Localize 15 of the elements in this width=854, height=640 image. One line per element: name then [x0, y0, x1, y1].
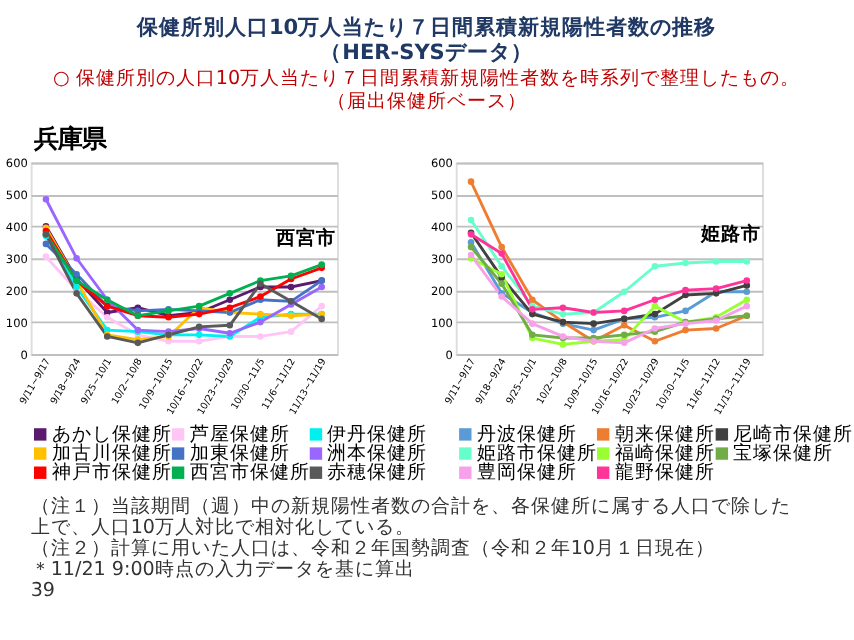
legend-label: 赤穂保健所 [327, 460, 428, 485]
legend-label: 西宮市保健所 [189, 460, 310, 485]
legend-label: 豊岡保健所 [476, 460, 577, 485]
text: ○ 保健所別の人口10万人当たり７日間累積新規陽性者数を時系列で整理したもの。（届出保健所ベース） [53, 66, 801, 113]
text: 39 [30, 580, 55, 603]
text: （注２）計算に用いた人口は、令和２年国勢調査（令和２年10月１日現在） [30, 536, 715, 561]
text: 兵庫県 [32, 123, 109, 154]
annotation: 西宮市 [274, 225, 337, 250]
text: ＊11/21 9:00時点の入力データを基に算出 [30, 557, 415, 582]
text: 保健所別人口10万人当たり７日間累積新規陽性者数の推移（HER-SYSデータ） [134, 14, 717, 66]
annotation: 姫路市 [699, 222, 762, 247]
legend-label: 龍野保健所 [614, 460, 715, 485]
legend-label: 神戸市保健所 [51, 460, 172, 485]
legend-label: 宝塚保健所 [733, 441, 834, 466]
text: （注１）当該期間（週）中の新規陽性者数の合計を、各保健所に属する人口で除した上で、人口10万人対比で相対化している。 [30, 493, 791, 540]
